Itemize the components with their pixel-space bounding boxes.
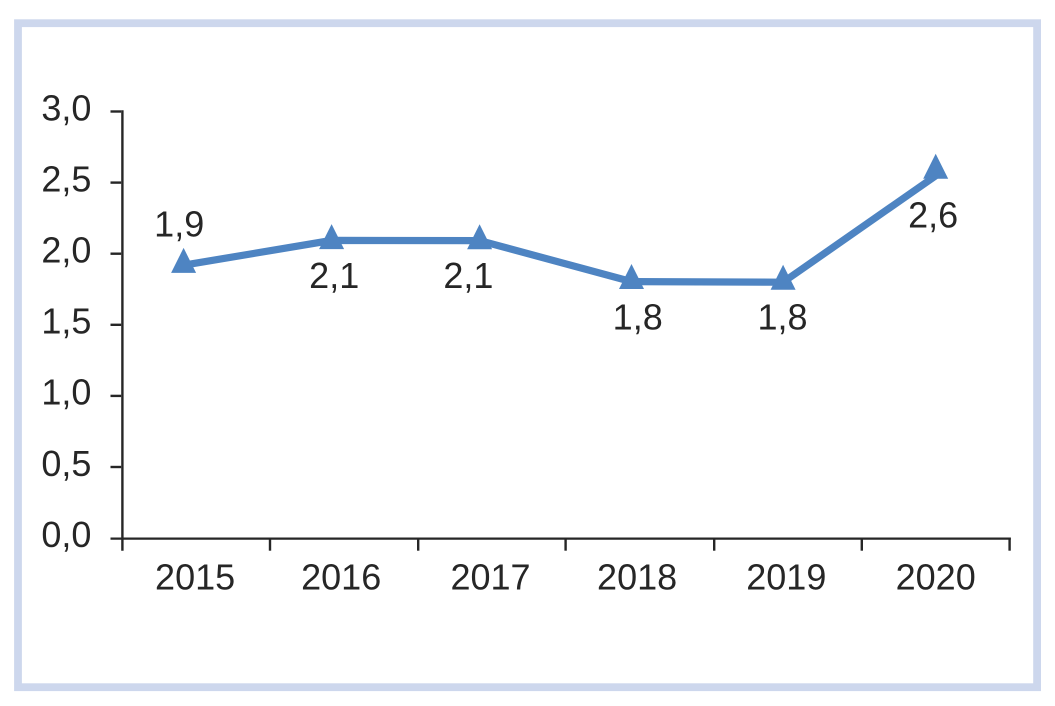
svg-text:2015: 2015	[155, 557, 235, 598]
svg-text:2017: 2017	[450, 557, 530, 598]
svg-text:1,0: 1,0	[41, 372, 91, 413]
svg-text:2,6: 2,6	[908, 195, 958, 236]
svg-text:1,8: 1,8	[613, 297, 663, 338]
svg-text:1,9: 1,9	[154, 204, 204, 245]
svg-text:2016: 2016	[301, 557, 381, 598]
svg-text:2,1: 2,1	[443, 255, 493, 296]
svg-text:2019: 2019	[746, 557, 826, 598]
svg-text:1,8: 1,8	[757, 296, 807, 337]
svg-text:2,0: 2,0	[41, 230, 91, 271]
svg-text:2,1: 2,1	[309, 255, 359, 296]
svg-text:1,5: 1,5	[41, 301, 91, 342]
svg-text:2,5: 2,5	[41, 158, 91, 199]
svg-text:2018: 2018	[597, 557, 677, 598]
svg-text:2020: 2020	[896, 557, 976, 598]
svg-text:0,5: 0,5	[41, 443, 91, 484]
svg-text:0,0: 0,0	[41, 514, 91, 555]
svg-text:3,0: 3,0	[41, 87, 91, 128]
